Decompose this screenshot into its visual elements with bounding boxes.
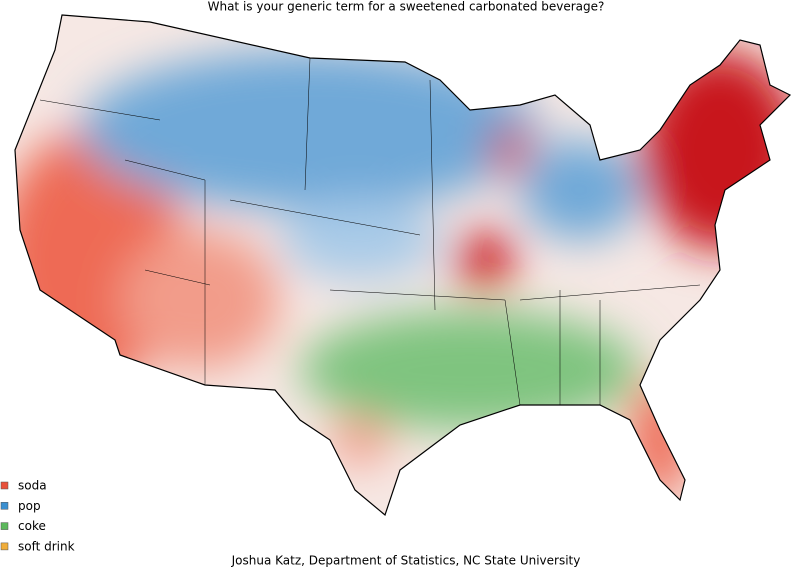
- soda-milwaukee: [492, 125, 528, 175]
- legend: soda pop coke soft drink: [0, 479, 75, 553]
- legend-label: pop: [18, 499, 41, 513]
- legend-swatch: [0, 502, 9, 510]
- legend-swatch: [0, 522, 9, 530]
- credit: Joshua Katz, Department of Statistics, N…: [231, 554, 581, 568]
- pop-north: [80, 50, 540, 210]
- legend-label: coke: [18, 519, 46, 533]
- soda-northeast: [640, 50, 790, 250]
- soda-southwest: [120, 230, 280, 370]
- us-outline: [14, 14, 792, 517]
- pop-plains: [280, 200, 440, 280]
- soda-florida: [630, 380, 690, 500]
- legend-label: soda: [18, 479, 47, 493]
- legend-swatch: [0, 481, 9, 490]
- state-lines: [39, 57, 701, 406]
- soda-texas: [330, 415, 390, 465]
- legend-label: soft drink: [18, 539, 75, 553]
- legend-swatch: [0, 542, 9, 551]
- map-title: What is your generic term for a sweetene…: [208, 0, 605, 14]
- pop-michigan: [520, 140, 640, 240]
- coke-south: [300, 310, 640, 430]
- soda-stlouis: [455, 230, 515, 290]
